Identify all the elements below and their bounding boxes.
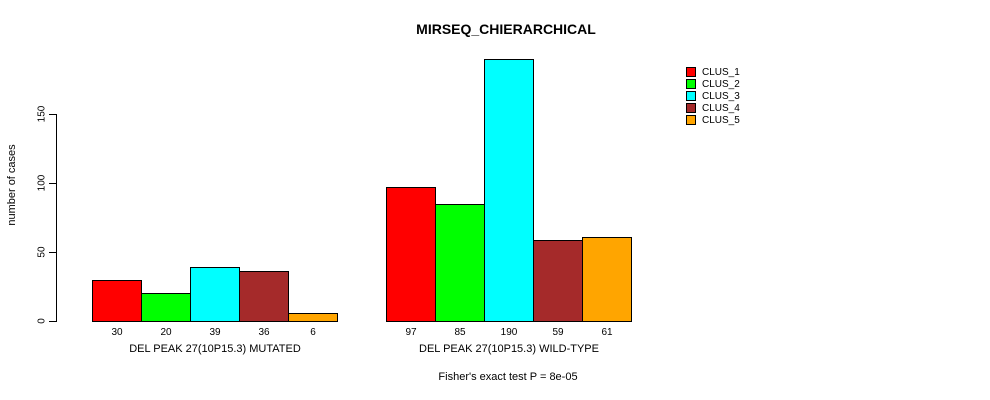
legend-label: CLUS_1 bbox=[702, 66, 740, 78]
legend-swatch-icon bbox=[686, 103, 696, 113]
y-axis-tick bbox=[49, 183, 56, 184]
y-axis-tick-label: 150 bbox=[36, 105, 48, 123]
legend-label: CLUS_5 bbox=[702, 114, 740, 126]
y-axis-line bbox=[56, 114, 57, 322]
legend-label: CLUS_2 bbox=[702, 78, 740, 90]
bar-value-label: 190 bbox=[500, 327, 518, 338]
y-axis-tick-label: 100 bbox=[36, 174, 48, 192]
bar-value-label: 61 bbox=[601, 327, 613, 338]
legend-label: CLUS_3 bbox=[702, 90, 740, 102]
legend-item-CLUS_3: CLUS_3 bbox=[686, 90, 740, 102]
bar-CLUS_3 bbox=[190, 267, 240, 322]
bar-CLUS_2 bbox=[435, 204, 485, 322]
chart-title: MIRSEQ_CHIERARCHICAL bbox=[416, 21, 596, 37]
legend-swatch-icon bbox=[686, 67, 696, 77]
bar-CLUS_5 bbox=[582, 237, 632, 322]
legend-swatch-icon bbox=[686, 91, 696, 101]
y-axis-tick bbox=[49, 321, 56, 322]
bar-CLUS_1 bbox=[92, 280, 142, 322]
bar-CLUS_2 bbox=[141, 293, 191, 322]
legend-item-CLUS_2: CLUS_2 bbox=[686, 78, 740, 90]
bar-value-label: 39 bbox=[209, 327, 221, 338]
bar-value-label: 20 bbox=[160, 327, 172, 338]
bar-CLUS_4 bbox=[239, 271, 289, 322]
group-label: DEL PEAK 27(10P15.3) WILD-TYPE bbox=[419, 343, 599, 355]
legend-swatch-icon bbox=[686, 79, 696, 89]
legend: CLUS_1 CLUS_2 CLUS_3 CLUS_4 CLUS_5 bbox=[686, 66, 740, 126]
bar-CLUS_3 bbox=[484, 59, 534, 322]
bar-value-label: 30 bbox=[111, 327, 123, 338]
legend-item-CLUS_1: CLUS_1 bbox=[686, 66, 740, 78]
fisher-test-annotation: Fisher's exact test P = 8e-05 bbox=[438, 371, 578, 383]
y-axis-tick-label: 0 bbox=[36, 318, 48, 324]
bar-value-label: 59 bbox=[552, 327, 564, 338]
legend-swatch-icon bbox=[686, 115, 696, 125]
bar-value-label: 6 bbox=[310, 327, 316, 338]
legend-item-CLUS_4: CLUS_4 bbox=[686, 102, 740, 114]
bar-CLUS_1 bbox=[386, 187, 436, 322]
bar-value-label: 36 bbox=[258, 327, 270, 338]
legend-item-CLUS_5: CLUS_5 bbox=[686, 114, 740, 126]
bar-value-label: 85 bbox=[454, 327, 466, 338]
group-label: DEL PEAK 27(10P15.3) MUTATED bbox=[129, 343, 301, 355]
legend-label: CLUS_4 bbox=[702, 102, 740, 114]
y-axis-tick bbox=[49, 252, 56, 253]
bar-value-label: 97 bbox=[405, 327, 417, 338]
y-axis-tick bbox=[49, 114, 56, 115]
bar-CLUS_5 bbox=[288, 313, 338, 322]
bar-CLUS_4 bbox=[533, 240, 583, 322]
y-axis-label: number of cases bbox=[6, 144, 18, 226]
y-axis-tick-label: 50 bbox=[36, 246, 48, 258]
